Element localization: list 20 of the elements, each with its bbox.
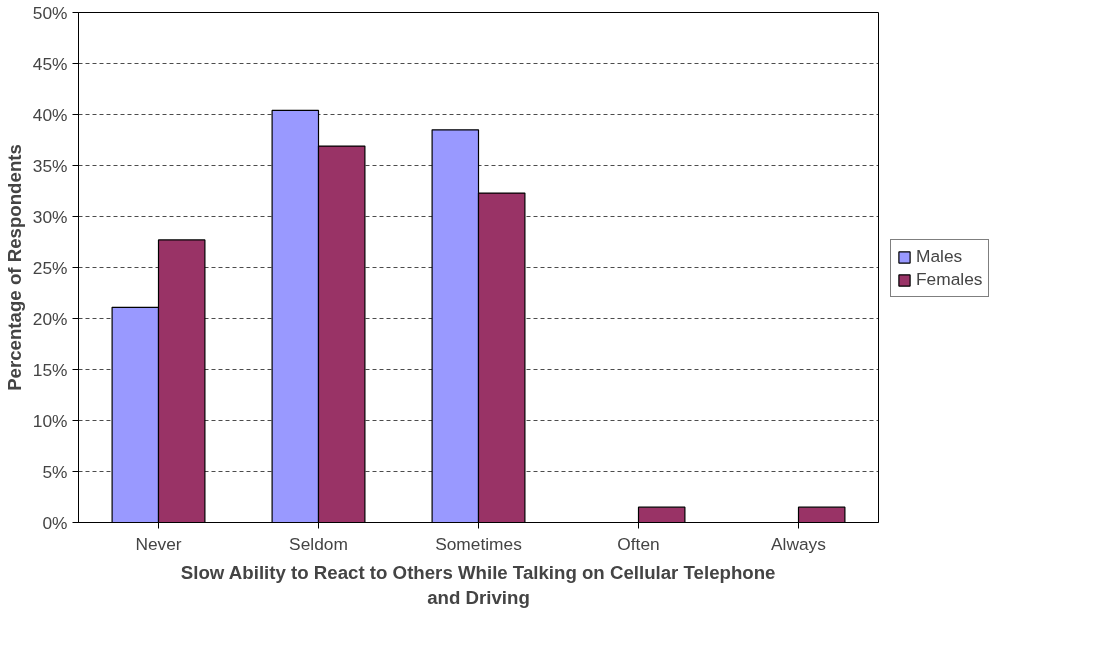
y-tick-label: 50% bbox=[32, 2, 68, 23]
y-tick-label: 5% bbox=[42, 461, 68, 482]
legend-label: Males bbox=[916, 246, 963, 267]
x-tick-label: Never bbox=[135, 533, 182, 554]
y-tick-label: 30% bbox=[32, 206, 68, 227]
y-tick-label: 0% bbox=[42, 512, 68, 533]
y-axis-title: Percentage of Respondents bbox=[3, 144, 25, 391]
y-tick-label: 25% bbox=[32, 257, 68, 278]
y-tick-label: 35% bbox=[32, 155, 68, 176]
legend-label: Females bbox=[916, 269, 983, 290]
x-tick-label: Seldom bbox=[289, 533, 348, 554]
x-axis-title: Slow Ability to React to Others While Talking on Cellular Telephone and Driving bbox=[180, 561, 776, 608]
y-tick-label: 45% bbox=[32, 53, 68, 74]
y-tick-label: 15% bbox=[32, 359, 68, 380]
x-tick-label: Sometimes bbox=[435, 533, 523, 554]
y-tick-label: 20% bbox=[32, 308, 68, 329]
y-tick-label: 40% bbox=[32, 104, 68, 125]
x-tick-label: Often bbox=[617, 533, 660, 554]
y-tick-label: 10% bbox=[32, 410, 68, 431]
x-tick-label: Always bbox=[771, 533, 827, 554]
